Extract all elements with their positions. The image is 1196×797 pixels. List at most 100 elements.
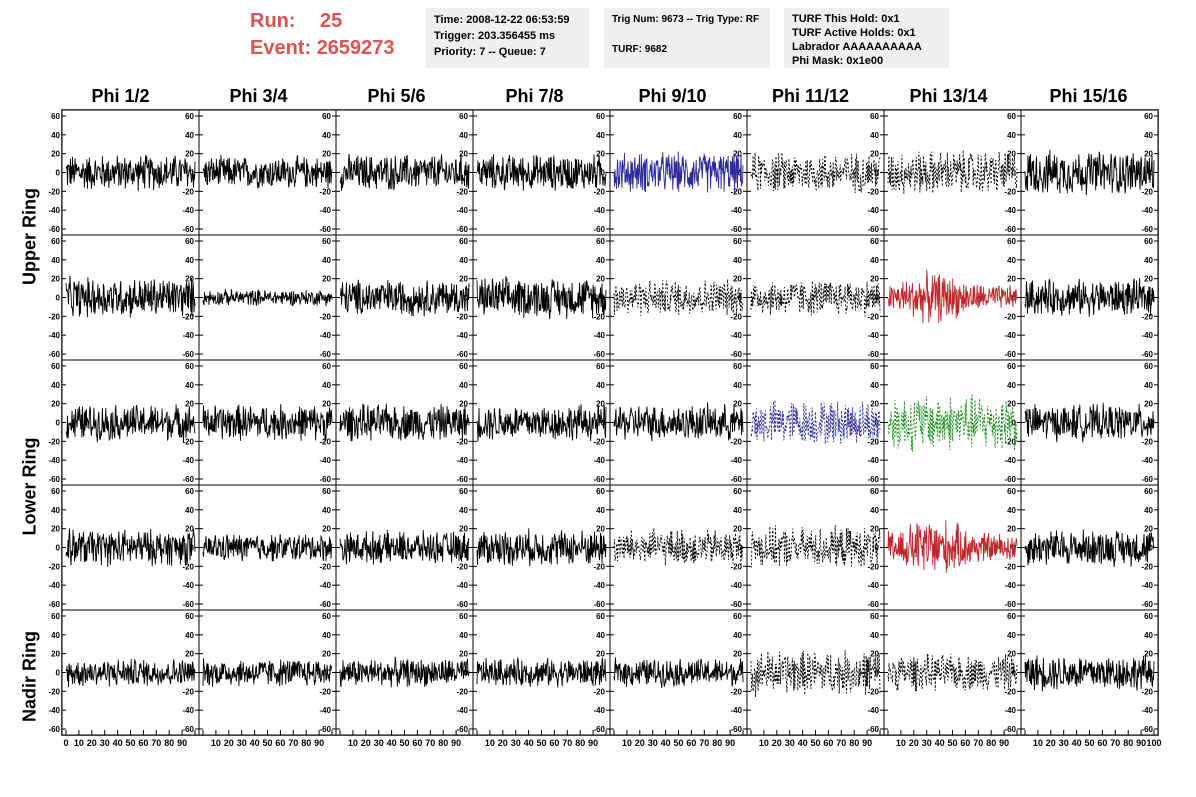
x-tick-label: 90	[725, 738, 735, 748]
x-tick-label: 70	[288, 738, 298, 748]
column-header-phi-5-6: Phi 5/6	[367, 86, 426, 106]
x-tick-label: 90	[177, 738, 187, 748]
y-tick-label-right: 60	[185, 487, 194, 496]
y-tick-label-right: 20	[322, 150, 331, 159]
y-tick-label-right: 40	[459, 631, 468, 640]
y-tick-label-right: 60	[322, 487, 331, 496]
y-tick-label-right: -20	[456, 437, 468, 446]
x-tick-label: 60	[275, 738, 285, 748]
y-tick-label-right: -20	[593, 312, 605, 321]
y-tick-label-right: 40	[870, 631, 879, 640]
y-tick-label-right: 20	[1144, 650, 1153, 659]
y-tick-label-right: 60	[459, 487, 468, 496]
x-tick-label: 90	[1136, 738, 1146, 748]
y-tick-label-left: 40	[51, 131, 60, 140]
waveform-trace	[887, 520, 1018, 573]
y-tick-label-left: 0	[56, 294, 61, 303]
y-tick-label-left: 20	[51, 275, 60, 284]
trigger-text: Trigger: 203.356455 ms	[434, 30, 556, 42]
x-tick-label: 20	[1046, 738, 1056, 748]
waveform-trace	[65, 658, 196, 688]
y-tick-label-left: 20	[51, 400, 60, 409]
y-tick-label-right: 20	[596, 275, 605, 284]
y-tick-label-right: 60	[1007, 112, 1016, 121]
column-header-phi-9-10: Phi 9/10	[638, 86, 707, 106]
y-tick-label-right: -40	[1004, 456, 1016, 465]
y-tick-label-right: 20	[733, 525, 742, 534]
turf-hold-box: TURF This Hold: 0x1 TURF Active Holds: 0…	[784, 8, 949, 68]
y-tick-label-right: 0	[327, 669, 332, 678]
x-tick-label: 80	[575, 738, 585, 748]
y-tick-label-right: -40	[182, 206, 194, 215]
y-tick-label-left: 0	[56, 669, 61, 678]
waveform-trace	[613, 151, 744, 193]
y-tick-label-right: 60	[185, 612, 194, 621]
y-tick-label-left: 60	[51, 612, 60, 621]
x-tick-label: 50	[399, 738, 409, 748]
y-tick-label-right: -40	[456, 206, 468, 215]
y-tick-label-right: -40	[182, 331, 194, 340]
y-tick-label-right: 20	[185, 400, 194, 409]
x-tick-label: 30	[1059, 738, 1069, 748]
waveform-trace	[65, 155, 196, 192]
y-tick-label-right: -60	[456, 475, 468, 484]
y-tick-label-right: 60	[1007, 362, 1016, 371]
y-tick-label-right: -40	[730, 456, 742, 465]
run-label: Run:	[250, 10, 296, 32]
column-header-phi-1-2: Phi 1/2	[91, 86, 150, 106]
y-tick-label-right: -60	[456, 600, 468, 609]
y-tick-label-right: 20	[1007, 525, 1016, 534]
y-tick-label-right: -20	[182, 687, 194, 696]
y-tick-label-left: 60	[51, 237, 60, 246]
priority-text: Priority: 7 -- Queue: 7	[434, 46, 546, 58]
y-tick-label-left: -60	[48, 600, 60, 609]
y-tick-label-right: 20	[185, 150, 194, 159]
waveform-trace	[339, 153, 470, 191]
y-tick-label-right: -60	[182, 350, 194, 359]
y-tick-label-right: -40	[1141, 581, 1153, 590]
x-tick-label: 90	[862, 738, 872, 748]
x-tick-label: 70	[1110, 738, 1120, 748]
waveform-trace	[339, 656, 470, 688]
y-tick-label-right: 40	[596, 506, 605, 515]
y-tick-label-right: -20	[730, 312, 742, 321]
y-tick-label-right: -20	[1141, 312, 1153, 321]
column-header-phi-15-16: Phi 15/16	[1049, 86, 1128, 106]
y-tick-label-right: 60	[322, 362, 331, 371]
y-tick-label-right: -60	[593, 725, 605, 734]
y-tick-label-right: 0	[1012, 419, 1017, 428]
x-tick-label: 90	[451, 738, 461, 748]
y-tick-label-right: -40	[867, 581, 879, 590]
y-tick-label-right: 20	[870, 400, 879, 409]
y-tick-label-right: -20	[319, 312, 331, 321]
waveform-trace	[202, 154, 333, 189]
y-tick-label-right: -20	[730, 687, 742, 696]
y-tick-label-right: -60	[182, 475, 194, 484]
y-tick-label-right: -20	[867, 562, 879, 571]
waveform-trace	[339, 403, 470, 442]
y-tick-label-right: -20	[593, 687, 605, 696]
y-tick-label-right: 60	[1144, 487, 1153, 496]
turf-active-holds: TURF Active Holds: 0x1	[792, 27, 916, 39]
y-tick-label-right: -60	[730, 725, 742, 734]
y-tick-label-right: -60	[867, 725, 879, 734]
waveform-trace	[750, 650, 881, 698]
y-tick-label-right: -60	[1004, 475, 1016, 484]
y-tick-label-right: 60	[870, 237, 879, 246]
y-tick-label-right: 60	[459, 362, 468, 371]
y-tick-label-right: 60	[596, 362, 605, 371]
y-tick-label-right: 60	[1144, 362, 1153, 371]
panel-frame	[609, 359, 748, 486]
y-tick-label-right: 40	[1144, 506, 1153, 515]
